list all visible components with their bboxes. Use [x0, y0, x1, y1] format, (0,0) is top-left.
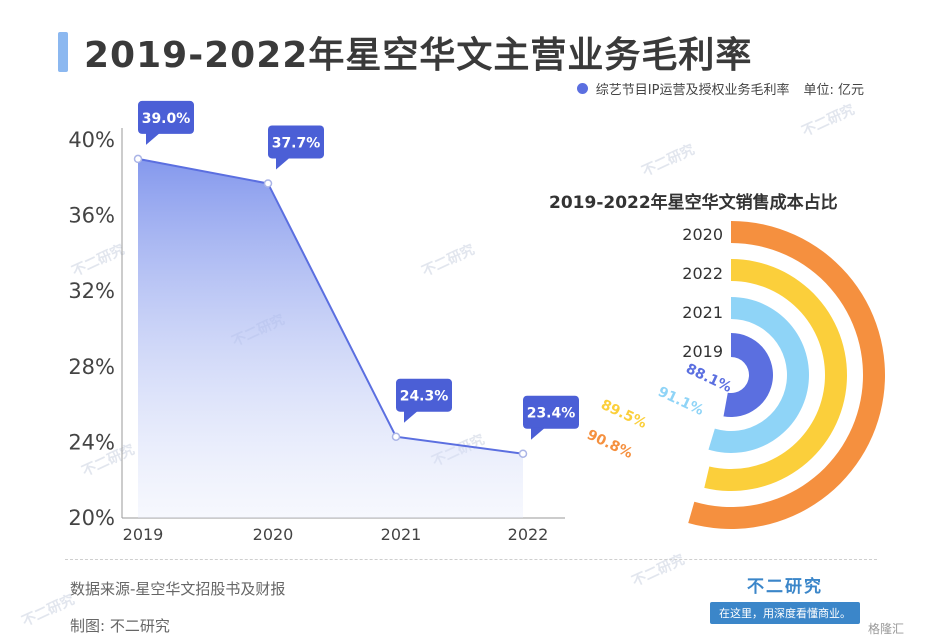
legend-dot-icon: [576, 83, 588, 94]
x-tick-label: 2020: [253, 525, 294, 544]
data-label: 23.4%: [527, 406, 576, 422]
data-label-bubble: [523, 395, 579, 429]
legend: 综艺节目IP运营及授权业务毛利率 单位: 亿元: [576, 79, 864, 98]
y-tick-label: 28%: [68, 355, 115, 379]
data-point: [133, 154, 143, 164]
ring-category-label: 2019: [682, 342, 723, 361]
y-tick-label: 40%: [68, 128, 115, 152]
made-by-text: 制图: 不二研究: [70, 617, 170, 635]
ring-value-label: 90.8%: [584, 427, 635, 462]
data-point: [263, 179, 273, 188]
ring-value-label: 89.5%: [598, 397, 649, 432]
ring-segment: [723, 333, 774, 418]
data-label-pointer: [276, 157, 290, 170]
brand-slogan: 在这里，用深度看懂商业。: [710, 602, 860, 624]
brand-name: 不二研究: [747, 577, 823, 597]
data-point: [391, 432, 401, 441]
gelonghui-watermark: 格隆汇: [868, 622, 905, 636]
ring-segment: [708, 297, 809, 453]
area-chart: 20% 24% 28% 32% 36% 40% 2019 39.0% 2020 37.7% 2021…: [68, 100, 579, 544]
area-fill: [138, 158, 523, 518]
data-label-pointer: [531, 427, 545, 440]
unit-label: 单位: 亿元: [803, 83, 864, 98]
ring-segment: [704, 259, 847, 491]
ring-category-label: 2020: [682, 225, 723, 244]
ring-category-label: 2022: [682, 264, 723, 283]
title-accent-bar: [58, 32, 68, 72]
data-label: 39.0%: [142, 111, 191, 127]
x-tick-label: 2019: [123, 525, 164, 544]
data-point: [518, 449, 528, 458]
data-label: 24.3%: [400, 389, 449, 405]
data-label: 37.7%: [272, 135, 321, 151]
y-tick-label: 24%: [68, 430, 115, 454]
legend-label: 综艺节目IP运营及授权业务毛利率: [595, 83, 790, 98]
x-tick-label: 2022: [508, 525, 549, 544]
y-tick-label: 32%: [68, 279, 115, 303]
ring-chart-title: 2019-2022年星空华文销售成本占比: [549, 193, 838, 213]
ring-value-label: 88.1%: [683, 361, 734, 396]
source-text: 数据来源-星空华文招股书及财报: [70, 580, 286, 598]
data-label-pointer: [404, 410, 418, 423]
ring-value-label: 91.1%: [655, 384, 706, 419]
data-label-bubble: [138, 100, 194, 134]
x-tick-label: 2021: [381, 525, 422, 544]
brand-logo: 不二研究 在这里，用深度看懂商业。: [700, 572, 870, 624]
data-label-bubble: [268, 125, 324, 159]
page-title: 2019-2022年星空华文主营业务毛利率: [84, 35, 753, 76]
ring-category-label: 2021: [682, 303, 723, 322]
y-tick-label: 20%: [68, 506, 115, 530]
data-label-pointer: [146, 132, 160, 145]
y-tick-label: 36%: [68, 204, 115, 228]
data-label-bubble: [396, 378, 452, 412]
series-line: [137, 157, 524, 455]
footer-divider: [65, 559, 877, 560]
